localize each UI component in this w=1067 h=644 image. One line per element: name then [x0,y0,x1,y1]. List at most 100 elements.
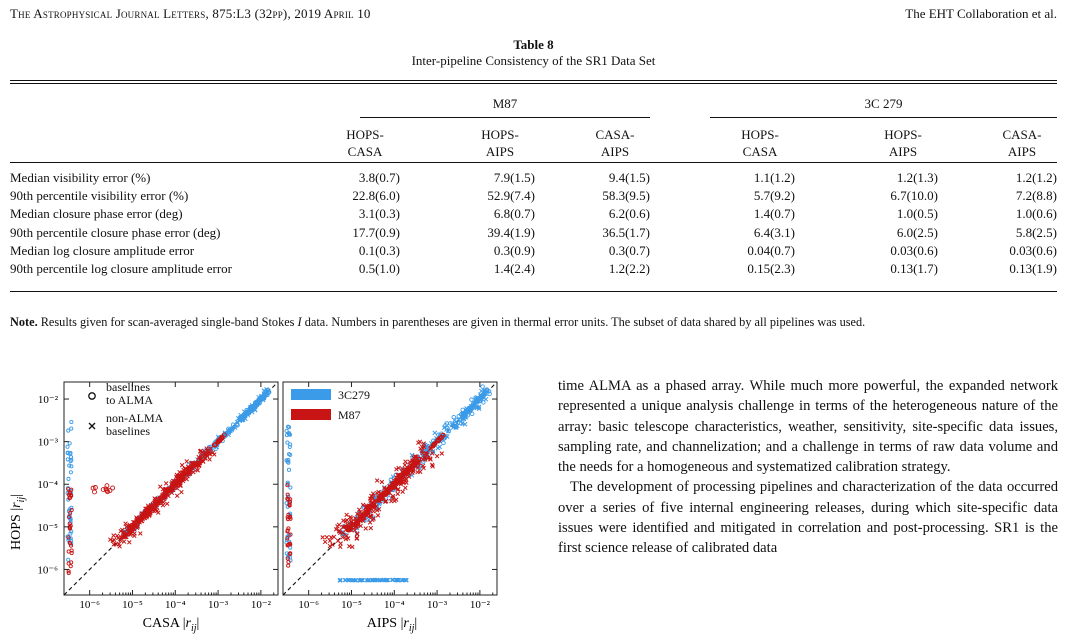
point [287,425,292,430]
point [66,570,71,576]
point [421,441,426,446]
point [355,518,360,523]
x-tick-label: 10⁻² [470,599,491,611]
point [286,467,292,472]
row-label: 90th percentile visibility error (%) [10,188,189,204]
table-row: Median visibility error (%) 3.8(0.7) 7.9(1… [10,170,1057,188]
point [65,457,70,462]
table-cell: 6.4(3.1) [753,224,795,240]
point [186,467,191,472]
point [288,442,293,447]
point [184,459,189,464]
point [436,437,442,443]
column-header-line2: AIPS [485,144,515,159]
point [410,470,415,475]
point [68,564,73,569]
point [396,486,401,492]
point [66,557,71,562]
point [182,470,187,475]
table-cell: 1.2(1.3) [896,170,938,185]
point [342,578,348,583]
point [104,483,110,489]
row-label: Median log closure amplitude error [10,242,195,258]
point [261,392,267,398]
point [65,451,70,456]
point [465,409,471,415]
table-cell: 6.2(0.6) [608,206,650,222]
point [124,531,129,537]
x-tick-label: 10⁻⁴ [165,599,186,611]
point [221,432,227,438]
table-cell: 3.1(0.3) [358,206,400,222]
point [351,577,356,583]
point [237,418,243,424]
point [140,515,146,520]
point [472,401,477,407]
point [286,542,291,547]
legend-m87-label: M87 [338,408,361,422]
y-tick-label: 10⁻⁶ [37,564,58,576]
point [207,452,213,457]
point [198,458,203,463]
point [121,530,126,535]
point [348,526,353,531]
point [123,521,128,526]
table-header-rule [10,162,1057,163]
point [226,426,231,432]
point [354,531,360,537]
point [370,503,376,508]
table-cell: 17.7(0.9) [352,224,400,240]
point [393,497,399,502]
point [439,434,445,440]
row-label: 90th percentile log closure amplitude er… [10,261,233,276]
point [152,496,157,501]
table-cell: 36.5(1.7) [602,224,650,240]
table-cell: 0.03(0.6) [890,242,938,258]
point [186,468,191,473]
point [285,517,291,522]
point [127,528,132,533]
point [287,444,292,449]
table-cell: 1.0(0.6) [1015,206,1057,222]
table-top-rule-2 [10,83,1057,84]
group-header-3c279: 3C 279 [864,96,903,111]
point [420,457,426,462]
table-cell: 6.7(10.0) [890,188,938,204]
point [143,513,148,518]
point [286,497,291,502]
point [198,449,203,454]
point [113,542,119,547]
point [228,428,233,434]
point [374,478,380,483]
point [68,451,73,456]
table-cell: 0.13(1.9) [1009,261,1057,276]
point [66,476,71,481]
point [160,502,166,508]
point [444,434,450,439]
column-header-line2: AIPS [888,144,918,159]
point [423,450,429,456]
data-points [65,387,272,576]
column-header-line1: HOPS- [481,127,519,142]
point [333,527,339,532]
point [431,442,436,448]
point [386,496,392,501]
point [458,421,464,426]
point [398,473,403,478]
point [286,559,291,564]
point [195,463,200,468]
point [375,513,381,518]
point [67,451,72,456]
point [69,550,74,556]
point [350,544,355,550]
paragraph-1: time ALMA as a phased array. While much … [558,378,1058,476]
point [371,516,376,521]
point [369,494,375,499]
point [322,539,328,545]
point [331,534,337,540]
point [343,536,349,542]
point [435,438,441,444]
point [372,577,378,582]
point [469,397,474,402]
point [370,502,375,508]
